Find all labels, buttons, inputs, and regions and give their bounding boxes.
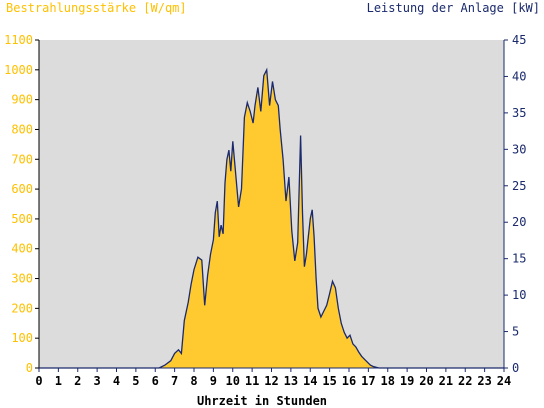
left-tick-label: 0 — [26, 361, 33, 375]
x-axis-title: Uhrzeit in Stunden — [197, 394, 327, 408]
left-tick-label: 700 — [11, 152, 33, 166]
x-tick-label: 15 — [322, 374, 336, 388]
right-axis-title: Leistung der Anlage [kW] — [367, 1, 540, 15]
right-tick-label: 10 — [512, 288, 526, 302]
x-tick-label: 2 — [74, 374, 81, 388]
right-tick-label: 40 — [512, 69, 526, 83]
x-tick-label: 14 — [303, 374, 317, 388]
x-tick-label: 17 — [361, 374, 375, 388]
x-tick-label: 9 — [210, 374, 217, 388]
left-tick-label: 200 — [11, 301, 33, 315]
x-tick-label: 20 — [419, 374, 433, 388]
left-tick-label: 800 — [11, 122, 33, 136]
x-tick-label: 24 — [497, 374, 511, 388]
x-tick-label: 0 — [35, 374, 42, 388]
x-tick-label: 7 — [171, 374, 178, 388]
x-tick-label: 10 — [226, 374, 240, 388]
right-tick-label: 15 — [512, 252, 526, 266]
x-tick-label: 8 — [190, 374, 197, 388]
right-tick-label: 25 — [512, 179, 526, 193]
x-tick-label: 21 — [439, 374, 453, 388]
right-tick-label: 0 — [512, 361, 519, 375]
x-tick-label: 22 — [458, 374, 472, 388]
left-tick-label: 600 — [11, 182, 33, 196]
x-tick-label: 1 — [55, 374, 62, 388]
x-tick-label: 23 — [477, 374, 491, 388]
left-tick-label: 500 — [11, 212, 33, 226]
x-tick-label: 12 — [264, 374, 278, 388]
x-tick-label: 6 — [152, 374, 159, 388]
left-tick-label: 1100 — [4, 33, 33, 47]
left-tick-label: 900 — [11, 93, 33, 107]
right-tick-label: 35 — [512, 106, 526, 120]
left-tick-label: 100 — [11, 331, 33, 345]
irradiance-area-series — [39, 69, 504, 369]
x-tick-label: 13 — [284, 374, 298, 388]
left-tick-label: 1000 — [4, 63, 33, 77]
x-tick-label: 19 — [400, 374, 414, 388]
x-tick-label: 11 — [245, 374, 259, 388]
x-tick-label: 4 — [113, 374, 120, 388]
left-tick-label: 300 — [11, 272, 33, 286]
right-tick-label: 45 — [512, 33, 526, 47]
x-tick-label: 18 — [381, 374, 395, 388]
right-tick-label: 30 — [512, 142, 526, 156]
left-axis-title: Bestrahlungsstärke [W/qm] — [6, 1, 187, 15]
right-tick-label: 20 — [512, 215, 526, 229]
x-tick-label: 5 — [132, 374, 139, 388]
x-tick-label: 16 — [342, 374, 356, 388]
power-line-series — [39, 67, 504, 369]
x-tick-label: 3 — [94, 374, 101, 388]
right-tick-label: 5 — [512, 325, 519, 339]
left-tick-label: 400 — [11, 242, 33, 256]
